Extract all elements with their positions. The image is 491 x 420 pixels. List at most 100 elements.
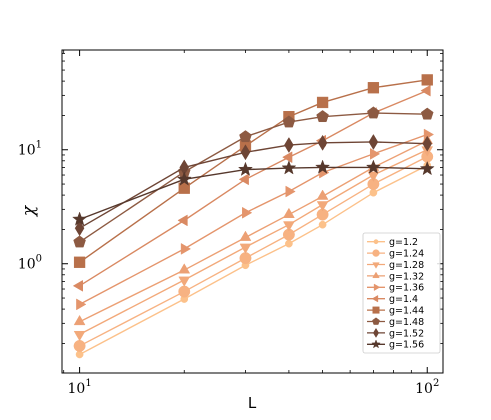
legend: g=1.2g=1.24g=1.28g=1.32g=1.36g=1.4g=1.44… bbox=[362, 232, 441, 354]
legend-marker bbox=[372, 317, 380, 325]
data-point bbox=[283, 221, 295, 232]
series-g=1.36 bbox=[76, 128, 435, 311]
data-point bbox=[239, 252, 252, 265]
data-point bbox=[240, 144, 251, 161]
data-point bbox=[421, 74, 433, 86]
series-g=1.2 bbox=[75, 161, 432, 359]
data-point bbox=[73, 235, 86, 248]
data-point bbox=[242, 206, 253, 219]
x-axis-label: L bbox=[248, 394, 257, 412]
data-point bbox=[318, 220, 327, 229]
data-point bbox=[367, 171, 380, 182]
legend-entry: g=1.32 bbox=[367, 271, 424, 282]
data-point bbox=[369, 188, 378, 197]
legend-entry: g=1.28 bbox=[367, 260, 424, 271]
legend-label: g=1.36 bbox=[389, 283, 424, 294]
y-axis-label: χ bbox=[19, 204, 39, 217]
data-point bbox=[238, 173, 249, 186]
legend-label: g=1.32 bbox=[389, 271, 424, 282]
legend-box bbox=[362, 232, 441, 354]
data-point bbox=[75, 350, 84, 359]
data-point bbox=[74, 220, 85, 237]
data-point bbox=[367, 82, 380, 94]
legend-marker bbox=[372, 271, 380, 279]
legend-entry: g=1.4 bbox=[367, 294, 418, 305]
legend-entry: g=1.24 bbox=[367, 249, 424, 260]
legend-label: g=1.52 bbox=[389, 328, 424, 339]
legend-marker bbox=[373, 327, 379, 338]
legend-marker bbox=[372, 306, 380, 314]
data-point bbox=[180, 242, 192, 255]
data-point bbox=[316, 201, 329, 212]
data-point bbox=[239, 130, 252, 143]
data-point bbox=[178, 263, 191, 274]
data-point bbox=[178, 182, 190, 194]
ticks-layer: 101 102 100 101 bbox=[18, 50, 443, 397]
legend-label: g=1.56 bbox=[389, 340, 424, 351]
data-point bbox=[365, 159, 381, 174]
data-point bbox=[73, 314, 86, 326]
series-layer bbox=[72, 74, 435, 359]
data-point bbox=[237, 161, 253, 176]
data-point bbox=[73, 256, 86, 268]
y-tick-label: 100 bbox=[18, 254, 42, 273]
data-point bbox=[282, 151, 293, 164]
series-g=1.48 bbox=[73, 106, 434, 248]
series-g=1.56 bbox=[72, 159, 435, 226]
data-point bbox=[285, 185, 296, 198]
data-point bbox=[422, 135, 433, 152]
legend-entry: g=1.52 bbox=[367, 327, 424, 339]
legend-marker bbox=[372, 262, 380, 269]
legend-label: g=1.48 bbox=[389, 317, 424, 328]
legend-label: g=1.28 bbox=[389, 260, 424, 271]
data-point bbox=[177, 214, 188, 227]
data-point bbox=[72, 211, 88, 226]
data-point bbox=[76, 298, 87, 311]
x-tick-label: 101 bbox=[67, 378, 91, 397]
legend-label: g=1.2 bbox=[389, 237, 418, 248]
legend-marker bbox=[373, 239, 379, 245]
data-point bbox=[369, 147, 381, 160]
legend-marker bbox=[371, 339, 381, 349]
data-point bbox=[317, 134, 328, 151]
legend-entry: g=1.48 bbox=[367, 317, 424, 328]
data-point bbox=[281, 160, 297, 175]
legend-marker bbox=[372, 249, 380, 257]
data-point bbox=[176, 171, 192, 186]
data-point bbox=[282, 115, 296, 128]
data-point bbox=[178, 285, 191, 298]
legend-entry: g=1.2 bbox=[367, 237, 418, 248]
data-point bbox=[367, 106, 380, 119]
legend-label: g=1.24 bbox=[389, 249, 424, 260]
legend-entry: g=1.44 bbox=[367, 306, 424, 317]
x-tick-label: 102 bbox=[415, 378, 439, 397]
legend-label: g=1.44 bbox=[389, 306, 424, 317]
legend-marker bbox=[371, 294, 379, 303]
plot-frame bbox=[61, 49, 444, 374]
data-point bbox=[315, 159, 331, 174]
legend-marker bbox=[373, 283, 381, 292]
y-tick-label: 101 bbox=[18, 140, 42, 159]
data-point bbox=[316, 189, 329, 200]
data-point bbox=[420, 84, 431, 97]
data-point bbox=[419, 160, 435, 176]
data-point bbox=[178, 276, 191, 287]
data-point bbox=[316, 110, 329, 123]
data-point bbox=[72, 279, 83, 292]
data-point bbox=[420, 107, 434, 120]
data-point bbox=[284, 137, 294, 154]
data-point bbox=[285, 239, 293, 248]
data-point bbox=[73, 330, 86, 342]
data-point bbox=[239, 230, 252, 241]
legend-entry: g=1.36 bbox=[367, 283, 424, 294]
legend-label: g=1.4 bbox=[389, 294, 418, 305]
data-point bbox=[239, 243, 252, 254]
data-point bbox=[316, 96, 329, 109]
data-point bbox=[283, 207, 295, 218]
data-point bbox=[73, 339, 86, 352]
legend-entry: g=1.56 bbox=[367, 339, 424, 351]
data-point bbox=[368, 133, 379, 150]
series-g=1.52 bbox=[74, 133, 433, 237]
